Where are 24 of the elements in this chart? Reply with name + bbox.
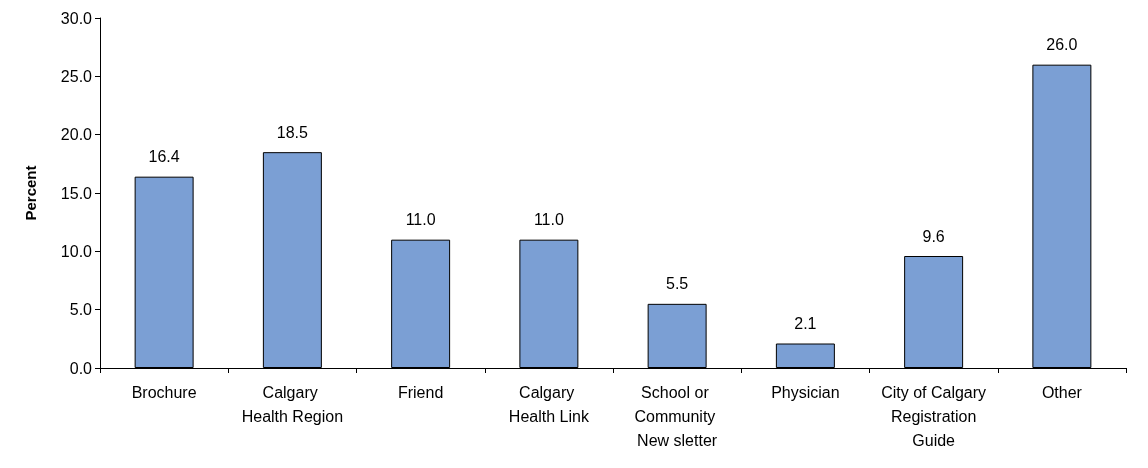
x-tick-label: School or Community New sletter	[634, 383, 720, 449]
x-tick-label: Friend	[397, 383, 444, 401]
data-label: 11.0	[405, 211, 436, 229]
x-tick-label: Calgary Health Region	[241, 383, 344, 425]
y-tick-label: 20.0	[60, 126, 93, 144]
x-tick-label: Other	[1041, 383, 1083, 401]
data-label: 9.6	[922, 227, 945, 245]
x-tick-label: City of Calgary Registration Guide	[881, 383, 987, 449]
data-label: 2.1	[794, 315, 817, 332]
y-tick-label: 25.0	[60, 67, 93, 85]
y-tick-label: 30.0	[60, 9, 93, 27]
x-tick-label: Calgary Health Link	[508, 383, 590, 425]
x-tick-label: Physician	[771, 383, 840, 401]
data-label: 16.4	[148, 148, 180, 166]
y-axis-title: Percent	[22, 165, 39, 221]
y-tick-label: 10.0	[60, 242, 93, 260]
y-tick-label: 5.0	[69, 301, 93, 319]
data-label: 5.5	[666, 275, 689, 293]
data-label: 26.0	[1046, 36, 1078, 54]
y-tick-label: 15.0	[60, 184, 93, 202]
data-label: 18.5	[276, 123, 309, 141]
x-tick-label: Brochure	[131, 383, 197, 401]
y-tick-label: 0.0	[69, 359, 93, 377]
data-label: 11.0	[533, 211, 564, 229]
